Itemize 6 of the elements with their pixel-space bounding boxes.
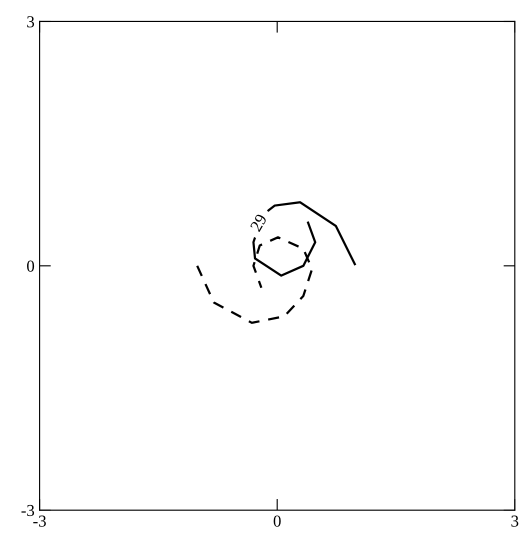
y-tick-label: 3 (27, 16, 34, 28)
x-tick-label: 0 (274, 515, 281, 527)
y-tick-label: -3 (21, 504, 34, 516)
annotation: 29 (250, 213, 268, 232)
y-tick-label: 0 (27, 260, 34, 272)
x-tick-label: 3 (511, 516, 518, 527)
